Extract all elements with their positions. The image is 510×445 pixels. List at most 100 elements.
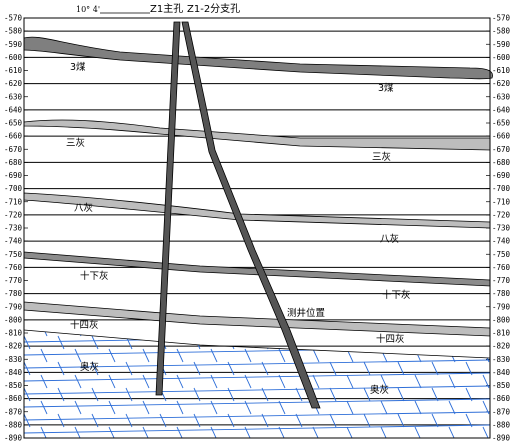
axis-tick-label-right: -870 — [492, 407, 510, 416]
brick-joint-line — [108, 400, 116, 415]
axis-tick-label-right: -890 — [492, 434, 510, 443]
brick-joint-line — [125, 361, 133, 376]
brick-joint-line — [414, 400, 422, 415]
brick-joint-line — [142, 374, 150, 389]
brick-joint-line — [74, 400, 82, 415]
brick-joint-line — [465, 413, 473, 428]
brick-joint-line — [465, 361, 473, 376]
axis-tick-label-left: -740 — [4, 237, 23, 246]
brick-joint-line — [431, 413, 439, 428]
brick-joint-line — [398, 310, 404, 323]
axis-tick-label-right: -700 — [492, 184, 510, 193]
angle-label: 10° 4' — [76, 5, 100, 14]
brick-joint-line — [261, 413, 269, 428]
axis-tick-label-left: -760 — [4, 263, 23, 272]
axis-tick-label-right: -570 — [492, 14, 510, 23]
axis-tick-label-left: -600 — [4, 53, 23, 62]
brick-joint-line — [431, 361, 439, 376]
axis-tick-label-right: -810 — [492, 329, 510, 338]
axis-tick-label-left: -680 — [4, 158, 23, 167]
brick-joint-line — [244, 374, 252, 389]
brick-joint-line — [414, 348, 422, 363]
brick-course-line — [24, 359, 490, 369]
brick-joint-line — [431, 387, 439, 402]
brick-joint-line — [278, 374, 286, 389]
brick-course-line — [24, 385, 490, 395]
brick-joint-line — [448, 348, 456, 363]
axis-tick-label-right: -760 — [492, 263, 510, 272]
brick-joint-line — [125, 413, 133, 428]
brick-joint-line — [295, 413, 303, 428]
brick-joint-line — [329, 361, 337, 376]
brick-joint-line — [380, 374, 388, 389]
brick-joint-line — [364, 310, 370, 323]
axis-tick-label-left: -820 — [4, 342, 23, 351]
axis-tick-label-left: -790 — [4, 302, 23, 311]
axis-tick-label-left: -840 — [4, 368, 23, 377]
coal3-label-right: 3煤 — [378, 82, 394, 94]
axis-tick-label-right: -670 — [492, 145, 510, 154]
axis-tick-label-left: -660 — [4, 132, 23, 141]
brick-joint-line — [142, 330, 150, 337]
brick-joint-line — [91, 413, 99, 428]
limestone-layer-3 — [23, 119, 491, 151]
brick-joint-line — [210, 348, 218, 363]
axis-tick-label-right: -800 — [492, 315, 510, 324]
brick-joint-line — [414, 374, 422, 389]
brick-joint-line — [176, 330, 184, 337]
brick-joint-line — [57, 387, 65, 402]
brick-joint-line — [278, 348, 286, 363]
axis-tick-label-left: -830 — [4, 355, 23, 364]
brick-joint-line — [194, 440, 200, 445]
brick-joint-line — [465, 387, 473, 402]
axis-tick-label-left: -630 — [4, 92, 23, 101]
brick-joint-line — [329, 413, 337, 428]
brick-joint-line — [227, 387, 235, 402]
brick-joint-line — [364, 440, 370, 445]
brick-course-line — [24, 398, 490, 408]
brick-joint-line — [465, 335, 473, 350]
depth-axis-right: -570 -580 -590 -600 -610 -620 -630 -640 -650 -660… — [486, 14, 510, 443]
axis-tick-label-left: -670 — [4, 145, 23, 154]
brick-joint-line — [397, 413, 405, 428]
axis-tick-label-left: -620 — [4, 79, 23, 88]
brick-joint-line — [397, 361, 405, 376]
axis-tick-label-right: -820 — [492, 342, 510, 351]
brick-joint-line — [227, 413, 235, 428]
axis-tick-label-right: -660 — [492, 132, 510, 141]
brick-joint-line — [312, 348, 320, 363]
limestone10-label-left: 十下灰 — [80, 270, 109, 282]
brick-joint-line — [57, 335, 65, 350]
ordovician-label-right: 奥灰 — [370, 384, 389, 396]
axis-tick-label-left: -610 — [4, 66, 23, 75]
axis-tick-label-right: -690 — [492, 171, 510, 180]
limestone3-label-left: 三灰 — [66, 137, 85, 149]
coal-seam-3 — [23, 36, 493, 80]
axis-tick-label-right: -850 — [492, 381, 510, 390]
brick-joint-line — [108, 374, 116, 389]
axis-tick-label-left: -700 — [4, 184, 23, 193]
brick-joint-line — [261, 361, 269, 376]
axis-tick-label-left: -860 — [4, 394, 23, 403]
brick-joint-line — [125, 335, 133, 350]
brick-joint-line — [329, 387, 337, 402]
brick-joint-line — [92, 440, 98, 445]
brick-joint-line — [227, 335, 235, 350]
brick-joint-line — [193, 387, 201, 402]
brick-joint-line — [278, 400, 286, 415]
brick-course-line — [24, 346, 490, 356]
axis-tick-label-left: -710 — [4, 197, 23, 206]
axis-tick-label-right: -830 — [492, 355, 510, 364]
axis-tick-label-left: -650 — [4, 119, 23, 128]
axis-tick-label-left: -750 — [4, 250, 23, 259]
axis-tick-label-left: -570 — [4, 14, 23, 23]
brick-joint-line — [40, 348, 48, 363]
brick-joint-line — [466, 440, 472, 445]
brick-joint-line — [244, 400, 252, 415]
main-hole-label: Z1主孔 — [150, 3, 183, 15]
limestone10-label-right: 十下灰 — [382, 289, 411, 301]
brick-joint-line — [261, 335, 269, 350]
brick-joint-line — [142, 400, 150, 415]
brick-joint-line — [346, 400, 354, 415]
brick-joint-line — [262, 440, 268, 445]
